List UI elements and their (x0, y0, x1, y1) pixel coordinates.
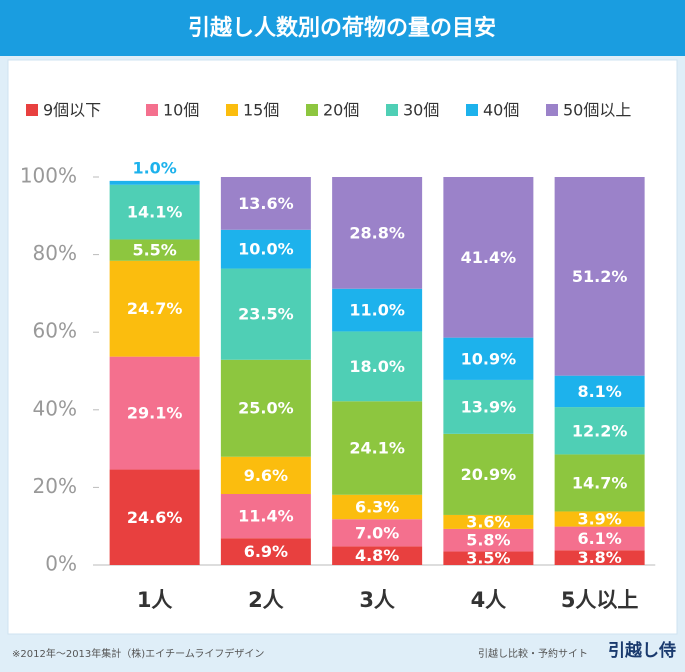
bar-segment (443, 379, 534, 434)
bar-segment (554, 375, 645, 408)
legend-label: 30個 (403, 101, 439, 120)
bar-segment (554, 407, 645, 455)
value-label: 10.9% (461, 349, 517, 368)
bar-segment (443, 177, 534, 338)
legend-label: 15個 (243, 101, 279, 120)
bar-segment (109, 356, 200, 470)
bar-segment (443, 337, 534, 380)
chart-title: 引越し人数別の荷物の量の目安 (188, 15, 496, 41)
bar-segment (220, 229, 311, 269)
value-label: 14.1% (127, 203, 183, 222)
bar-segment (332, 519, 423, 547)
legend-swatch (226, 104, 238, 116)
y-tick-label: 60% (33, 319, 77, 343)
bar-segment (332, 546, 423, 565)
value-label: 3.6% (466, 512, 510, 531)
bar-segment (443, 551, 534, 565)
value-label: 12.2% (572, 421, 628, 440)
bar-segment (332, 401, 423, 495)
header-band (0, 0, 685, 56)
value-label: 6.3% (355, 497, 399, 516)
legend-label: 9個以下 (43, 101, 101, 120)
bar-segment (443, 514, 534, 529)
bar-segment (332, 288, 423, 332)
site-label: 引越し比較・予約サイト (478, 647, 588, 660)
bar-segment (554, 177, 645, 376)
bar-segment (220, 538, 311, 565)
value-label: 24.1% (349, 439, 405, 458)
bar-segment (109, 180, 200, 185)
value-label: 5.5% (132, 241, 176, 260)
value-label: 3.8% (577, 548, 621, 567)
value-label: 25.0% (238, 399, 294, 418)
x-tick-label: 5人以上 (561, 588, 639, 612)
value-label: 23.5% (238, 305, 294, 324)
bar-segment (554, 511, 645, 527)
bar-segment (220, 359, 311, 457)
bar-segment (109, 184, 200, 240)
bar-segment (443, 528, 534, 552)
bar-segment (332, 331, 423, 402)
value-label: 6.9% (244, 542, 288, 561)
value-label: 24.6% (127, 508, 183, 527)
legend-label: 10個 (163, 101, 199, 120)
value-label: 13.9% (461, 397, 517, 416)
legend-swatch (466, 104, 478, 116)
value-label: 8.1% (577, 382, 621, 401)
footnote: ※2012年～2013年集計（株)エイチームライフデザイン (12, 647, 264, 660)
value-label: 3.9% (577, 510, 621, 529)
bar-segment (332, 177, 423, 289)
bar-segment (443, 433, 534, 515)
value-label: 14.7% (572, 473, 628, 492)
value-label: 29.1% (127, 404, 183, 423)
legend-swatch (26, 104, 38, 116)
y-tick-label: 0% (45, 552, 77, 576)
bar-segment (220, 177, 311, 230)
bar-segment (109, 239, 200, 261)
value-label: 13.6% (238, 194, 294, 213)
legend-label: 20個 (323, 101, 359, 120)
y-tick-label: 80% (33, 241, 77, 265)
value-label: 10.0% (238, 240, 294, 259)
y-tick-label: 40% (33, 396, 77, 420)
value-label: 7.0% (355, 523, 399, 542)
value-label: 9.6% (244, 466, 288, 485)
x-tick-label: 2人 (248, 588, 284, 612)
value-label: 11.4% (238, 507, 294, 526)
bar-segment (554, 454, 645, 512)
value-label: 5.8% (466, 531, 510, 550)
bar-segment (220, 493, 311, 539)
value-label: 4.8% (355, 546, 399, 565)
legend-swatch (146, 104, 158, 116)
value-label: 20.9% (461, 465, 517, 484)
value-label: 24.7% (127, 299, 183, 318)
legend-label: 50個以上 (563, 101, 631, 120)
y-tick-label: 20% (33, 474, 77, 498)
bar-segment (220, 268, 311, 360)
value-label: 1.0% (132, 158, 176, 177)
value-label: 18.0% (349, 357, 405, 376)
bar-segment (554, 526, 645, 551)
bar-segment (109, 260, 200, 357)
bar-segment (332, 494, 423, 520)
bar-segment (109, 469, 200, 565)
value-label: 6.1% (577, 529, 621, 548)
value-label: 3.5% (466, 549, 510, 568)
legend-swatch (386, 104, 398, 116)
brand: 引越し侍 (608, 640, 676, 661)
legend-swatch (306, 104, 318, 116)
x-tick-label: 3人 (359, 588, 395, 612)
x-tick-label: 1人 (137, 588, 173, 612)
y-tick-label: 100% (20, 164, 77, 188)
bar-segment (220, 456, 311, 494)
x-tick-label: 4人 (471, 588, 507, 612)
value-label: 51.2% (572, 267, 628, 286)
bar-segment (554, 550, 645, 565)
value-label: 41.4% (461, 248, 517, 267)
legend-swatch (546, 104, 558, 116)
value-label: 11.0% (349, 301, 405, 320)
legend-label: 40個 (483, 101, 519, 120)
value-label: 28.8% (349, 223, 405, 242)
